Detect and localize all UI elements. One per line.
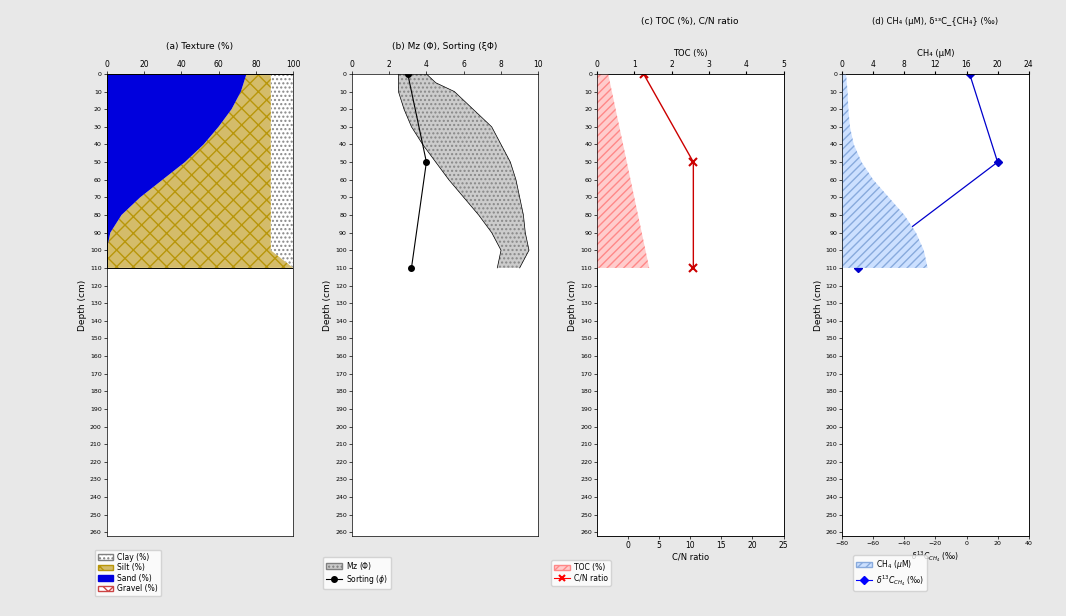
Title: (d) CH₄ (μM), δ¹³C_{CH₄} (‰): (d) CH₄ (μM), δ¹³C_{CH₄} (‰): [872, 17, 999, 26]
Legend: TOC (%), C/N ratio: TOC (%), C/N ratio: [551, 560, 611, 586]
Y-axis label: Depth (cm): Depth (cm): [568, 279, 578, 331]
Title: (b) Mz (Φ), Sorting (ξΦ): (b) Mz (Φ), Sorting (ξΦ): [392, 42, 498, 51]
Y-axis label: Depth (cm): Depth (cm): [78, 279, 87, 331]
X-axis label: C/N ratio: C/N ratio: [672, 553, 709, 562]
Title: (c) TOC (%), C/N ratio: (c) TOC (%), C/N ratio: [642, 17, 739, 26]
Legend: Clay (%), Silt (%), Sand (%), Gravel (%): Clay (%), Silt (%), Sand (%), Gravel (%): [95, 549, 161, 596]
Y-axis label: Depth (cm): Depth (cm): [323, 279, 333, 331]
X-axis label: CH₄ (μM): CH₄ (μM): [917, 49, 954, 58]
Y-axis label: Depth (cm): Depth (cm): [813, 279, 823, 331]
X-axis label: $\delta^{13}C_{CH_4}$ (‰): $\delta^{13}C_{CH_4}$ (‰): [911, 549, 959, 564]
Legend: CH$_4$ ($\mu$M), $\delta^{13}C_{CH_4}$ (‰): CH$_4$ ($\mu$M), $\delta^{13}C_{CH_4}$ (…: [854, 555, 926, 591]
X-axis label: TOC (%): TOC (%): [673, 49, 708, 58]
Legend: Mz ($\Phi$), Sorting ($\phi$): Mz ($\Phi$), Sorting ($\phi$): [323, 557, 391, 589]
Title: (a) Texture (%): (a) Texture (%): [166, 42, 233, 51]
